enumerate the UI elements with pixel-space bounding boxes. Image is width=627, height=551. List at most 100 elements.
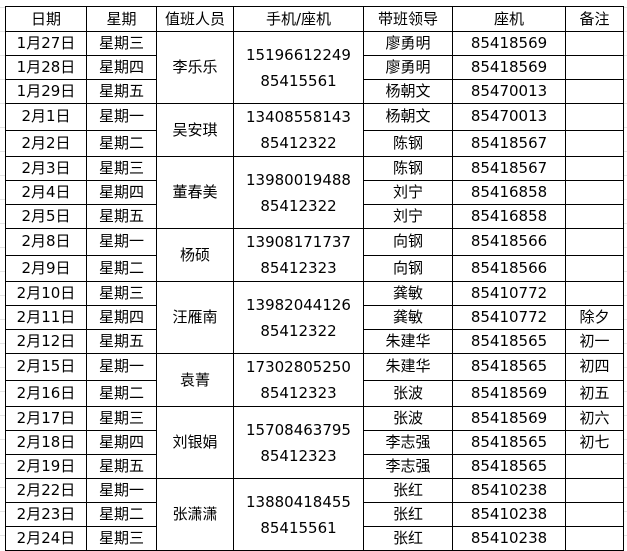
weekday-cell: 星期一 xyxy=(86,228,157,256)
leader-cell: 张红 xyxy=(363,526,453,551)
leader-phone-cell: 85418565 xyxy=(452,329,566,354)
leader-cell: 向钢 xyxy=(363,228,453,256)
leader-cell: 李志强 xyxy=(363,430,453,455)
note-cell xyxy=(565,254,624,282)
note-cell xyxy=(565,478,624,503)
leader-phone-cell: 85418569 xyxy=(452,379,566,407)
leader-cell: 龚敏 xyxy=(363,305,453,330)
header-note: 备注 xyxy=(565,6,624,32)
date-cell: 2月3日 xyxy=(5,156,87,181)
header-weekday: 星期 xyxy=(86,6,157,32)
note-cell xyxy=(565,79,624,104)
landline-number: 85412323 xyxy=(260,446,337,465)
contact-cell: 13408558143 85412322 xyxy=(233,103,364,157)
contact-cell: 13982044126 85412322 xyxy=(233,281,364,354)
table-row: 2月15日 星期一 袁菁 17302805250 85412323 朱建华 85418565… xyxy=(5,353,624,407)
mobile-number: 13980019488 xyxy=(246,170,351,189)
date-cell: 2月10日 xyxy=(5,281,87,306)
weekday-cell: 星期二 xyxy=(86,502,157,527)
mobile-number: 13982044126 xyxy=(246,295,351,314)
duty-person-cell: 董春美 xyxy=(156,156,234,229)
duty-person-cell: 袁菁 xyxy=(156,353,234,407)
date-cell: 2月11日 xyxy=(5,305,87,330)
note-cell: 初四 xyxy=(565,353,624,381)
leader-cell: 朱建华 xyxy=(363,329,453,354)
date-cell: 2月5日 xyxy=(5,204,87,229)
header-leader: 带班领导 xyxy=(363,6,453,32)
weekday-cell: 星期一 xyxy=(86,103,157,131)
leader-phone-cell: 85418569 xyxy=(452,406,566,431)
header-phone: 手机/座机 xyxy=(233,6,364,32)
header-date: 日期 xyxy=(5,6,87,32)
duty-person-cell: 李乐乐 xyxy=(156,31,234,104)
note-cell xyxy=(565,204,624,229)
leader-cell: 张红 xyxy=(363,478,453,503)
duty-person-cell: 张潇潇 xyxy=(156,478,234,551)
date-cell: 1月28日 xyxy=(5,55,87,80)
weekday-cell: 星期二 xyxy=(86,379,157,407)
table-row: 2月19日 星期五 李志强 85418565 xyxy=(5,454,624,479)
header-person: 值班人员 xyxy=(156,6,234,32)
duty-person-cell: 刘银娟 xyxy=(156,406,234,479)
weekday-cell: 星期二 xyxy=(86,254,157,282)
weekday-cell: 星期四 xyxy=(86,180,157,205)
note-cell xyxy=(565,526,624,551)
date-cell: 2月9日 xyxy=(5,254,87,282)
leader-phone-cell: 85416858 xyxy=(452,180,566,205)
mobile-number: 17302805250 xyxy=(246,358,351,376)
leader-cell: 朱建华 xyxy=(363,353,453,381)
leader-phone-cell: 85410772 xyxy=(452,281,566,306)
contact-cell: 17302805250 85412323 xyxy=(233,353,364,407)
table-row: 2月17日 星期三 刘银娟 15708463795 85412323 张波 85418569… xyxy=(5,406,624,479)
landline-number: 85412322 xyxy=(260,134,337,152)
note-cell xyxy=(565,129,624,157)
weekday-cell: 星期三 xyxy=(86,526,157,551)
leader-cell: 龚敏 xyxy=(363,281,453,306)
table-row: 2月12日 星期五 朱建华 85418565 初一 xyxy=(5,329,624,354)
mobile-number: 13908171737 xyxy=(246,233,351,251)
leader-cell: 李志强 xyxy=(363,454,453,479)
table-row: 2月23日 星期二 张红 85410238 xyxy=(5,502,624,527)
contact-cell: 13980019488 85412322 xyxy=(233,156,364,229)
leader-phone-cell: 85418567 xyxy=(452,156,566,181)
leader-cell: 刘宁 xyxy=(363,180,453,205)
leader-phone-cell: 85418565 xyxy=(452,454,566,479)
table-row: 1月27日 星期三 李乐乐 15196612249 85415561 廖勇明 8541856… xyxy=(5,31,624,104)
date-cell: 2月23日 xyxy=(5,502,87,527)
leader-phone-cell: 85418569 xyxy=(452,55,566,80)
date-cell: 2月24日 xyxy=(5,526,87,551)
table-row: 2月1日 星期一 吴安琪 13408558143 85412322 杨朝文 85470013 xyxy=(5,103,624,157)
leader-cell: 杨朝文 xyxy=(363,79,453,104)
weekday-cell: 星期四 xyxy=(86,430,157,455)
note-cell xyxy=(565,281,624,306)
table-row: 2月5日 星期五 刘宁 85416858 xyxy=(5,204,624,229)
table-row: 2月8日 星期一 杨硕 13908171737 85412323 向钢 85418566 xyxy=(5,228,624,282)
note-cell xyxy=(565,502,624,527)
date-cell: 2月16日 xyxy=(5,379,87,407)
note-cell: 除夕 xyxy=(565,305,624,330)
leader-phone-cell: 85470013 xyxy=(452,79,566,104)
mobile-number: 15708463795 xyxy=(246,420,351,439)
note-cell: 初六 xyxy=(565,406,624,431)
leader-cell: 陈钢 xyxy=(363,129,453,157)
leader-phone-cell: 85416858 xyxy=(452,204,566,229)
weekday-cell: 星期五 xyxy=(86,454,157,479)
note-cell: 初一 xyxy=(565,329,624,354)
leader-phone-cell: 85418569 xyxy=(452,31,566,56)
leader-cell: 廖勇明 xyxy=(363,31,453,56)
weekday-cell: 星期三 xyxy=(86,31,157,56)
weekday-cell: 星期二 xyxy=(86,129,157,157)
leader-phone-cell: 85418566 xyxy=(452,228,566,256)
mobile-number: 13880418455 xyxy=(246,492,351,511)
note-cell xyxy=(565,103,624,131)
leader-phone-cell: 85418566 xyxy=(452,254,566,282)
date-cell: 2月17日 xyxy=(5,406,87,431)
leader-cell: 陈钢 xyxy=(363,156,453,181)
landline-number: 85412322 xyxy=(260,196,337,215)
table-row: 2月2日 星期二 陈钢 85418567 xyxy=(5,129,624,157)
date-cell: 2月8日 xyxy=(5,228,87,256)
leader-phone-cell: 85410238 xyxy=(452,502,566,527)
leader-cell: 张波 xyxy=(363,379,453,407)
leader-cell: 杨朝文 xyxy=(363,103,453,131)
note-cell xyxy=(565,31,624,56)
